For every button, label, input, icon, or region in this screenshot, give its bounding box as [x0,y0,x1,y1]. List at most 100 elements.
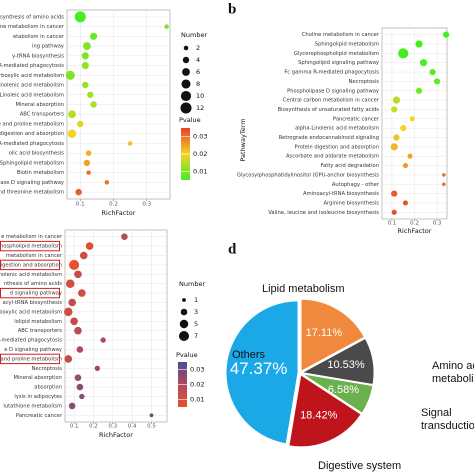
legend-label: 8 [196,80,200,88]
bubble [391,106,398,113]
bubble [64,355,73,363]
legend-label: 2 [196,44,200,52]
legend-label: 0.02 [193,150,207,158]
legend-size-marker [178,330,190,342]
y-tick-label: lutathione metabolism [3,403,62,409]
slice-category-label: Signal transduction [421,407,474,432]
x-tick-label: 0.5 [147,424,156,430]
y-tick-label: acyl-tRNA biosynthesis [3,300,63,306]
highlight-box [0,259,60,271]
bubble [442,31,450,38]
bubble [83,159,91,167]
bubble [74,326,82,335]
y-tick-label: Sphingolipid signaling pathway [298,60,379,66]
y-tick-label: pase D signaling pathway [0,180,64,186]
bubble [81,52,89,60]
pie-slice [225,300,299,445]
bubble [77,120,84,128]
bubble [76,346,84,353]
y-tick-label: Mineral absorption [13,375,62,381]
y-tick-label: ABC transporters [18,328,63,334]
bubble [65,70,75,80]
bubble [393,134,400,141]
bubble [409,116,415,122]
legend-title: Number [179,280,205,288]
x-tick-label: 0.3 [142,202,151,208]
legend-label: 3 [194,308,198,316]
y-tick-label: Fatty acid degradation [321,163,379,169]
y-tick-label: - digestion and absorption [0,131,64,137]
x-tick-label: 0.2 [410,221,419,227]
y-tick-label: Sphingolipid metabolism [0,160,64,166]
y-tick-label: Central carbon metabolism in cancer [283,98,380,104]
slice-category-label: Digestive system [318,460,401,472]
bubble [79,251,88,260]
bubble [392,96,401,104]
y-tick-label: Fc gamma R-mediated phagocytosis [284,70,379,76]
y-tick-label: phospholipid metabolism [0,244,62,250]
y-tick-label: Choline metabolism in cancer [302,32,380,38]
slice-category-label: Amino acid metabolism [432,360,474,385]
bubble [415,40,423,48]
y-tick-label: Retrograde endocannabinoid signaling [279,135,379,141]
legend-label: 5 [194,320,198,328]
bubble [75,188,82,196]
legend-size-marker [180,90,192,102]
pie-slice [300,298,366,373]
bubble [390,143,398,151]
y-tick-label: Valine, leucine and isoleucine biosynthe… [268,210,379,216]
highlight-box [0,353,60,365]
legend-size-marker [183,45,189,51]
x-tick-label: 0.1 [388,221,397,227]
y-tick-label: -Linolenic acid metabolism [0,83,64,89]
y-tick-label: Autophagy - other [332,182,380,188]
legend-label: 0.01 [193,167,207,175]
y-tick-label: Phospholipase D signaling pathway [287,88,379,94]
x-tick-label: 0.3 [433,221,442,227]
y-tick-label: ABC transporters [20,112,65,118]
bubble [82,81,89,89]
bubble [429,68,436,76]
y-tick-label: and threonine metabolism [0,190,64,196]
y-tick-label: osynthesis of amino acids [0,14,64,20]
y-tick-label: Linoleic acid metabolism [0,92,64,98]
bubble [391,209,397,215]
y-tick-label: Arginine biosynthesis [323,200,379,206]
bubble [76,383,84,391]
legend-size-marker [180,102,192,114]
y-tick-label: and proline metabolism [1,356,62,362]
y-tick-label: y-tRNA biosynthesis [12,53,64,59]
bubble [68,402,76,410]
legend-label: 6 [196,68,200,76]
legend-title: Pvalue [176,351,198,359]
y-tick-label: e D signaling pathway [4,347,62,353]
x-tick-label: 0.1 [70,424,79,430]
highlight-box [0,287,60,299]
legend-label: 10 [196,92,204,100]
bubble [419,59,428,67]
bubble [69,259,80,270]
bubble [86,170,91,175]
y-tick-label: igestion and absorption [1,262,62,268]
legend-size-marker [180,308,188,316]
y-tick-label: etabolism in cancer [13,34,65,40]
y-tick-label: Necroptosis [32,366,63,372]
slice-category-label: Lipid metabolism [262,283,345,295]
y-tick-label: Necroptosis [349,79,380,85]
bubble [442,173,446,177]
bubble [104,180,110,185]
y-tick-label: aboxylic acid metabolism [0,309,62,315]
slice-value-label: 47.37% [230,359,288,378]
legend-size-marker [182,56,190,64]
legend-size-marker [182,68,190,76]
y-tick-label: Linolenic acid metabolism [0,272,62,278]
highlight-box [0,240,60,252]
bubble [87,91,94,98]
legend-label: 0.03 [193,133,207,141]
bubble [70,317,78,326]
bubble [90,32,98,40]
bubble [81,61,89,70]
legend-label: 0.03 [190,366,204,374]
y-tick-label: Mineral absorption [15,102,64,108]
slice-value-label: 10.53% [327,359,365,371]
